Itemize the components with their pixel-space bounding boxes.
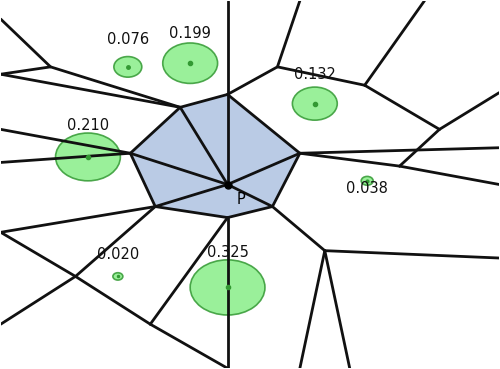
Ellipse shape: [114, 56, 142, 77]
Text: P: P: [236, 192, 246, 207]
Polygon shape: [130, 94, 300, 218]
Text: 0.132: 0.132: [294, 67, 336, 82]
Text: 0.325: 0.325: [206, 245, 248, 260]
Ellipse shape: [113, 273, 123, 280]
Ellipse shape: [162, 43, 218, 83]
Ellipse shape: [361, 176, 373, 185]
Text: 0.020: 0.020: [96, 247, 139, 262]
Text: 0.038: 0.038: [346, 180, 388, 196]
Ellipse shape: [190, 260, 265, 315]
Ellipse shape: [292, 87, 338, 120]
Text: 0.210: 0.210: [67, 118, 109, 133]
Ellipse shape: [56, 133, 120, 181]
Text: 0.199: 0.199: [169, 26, 211, 41]
Text: 0.076: 0.076: [107, 32, 149, 46]
